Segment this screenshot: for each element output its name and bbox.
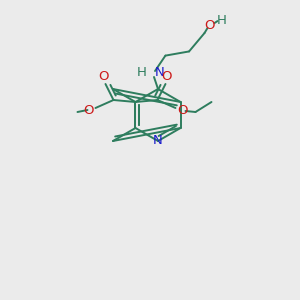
Text: O: O	[98, 70, 109, 83]
Text: O: O	[83, 103, 94, 116]
Text: N: N	[155, 67, 165, 80]
Text: O: O	[161, 70, 172, 83]
Text: O: O	[204, 19, 215, 32]
Text: H: H	[217, 14, 226, 27]
Text: O: O	[177, 103, 188, 116]
Text: N: N	[153, 134, 163, 148]
Text: H: H	[137, 67, 147, 80]
